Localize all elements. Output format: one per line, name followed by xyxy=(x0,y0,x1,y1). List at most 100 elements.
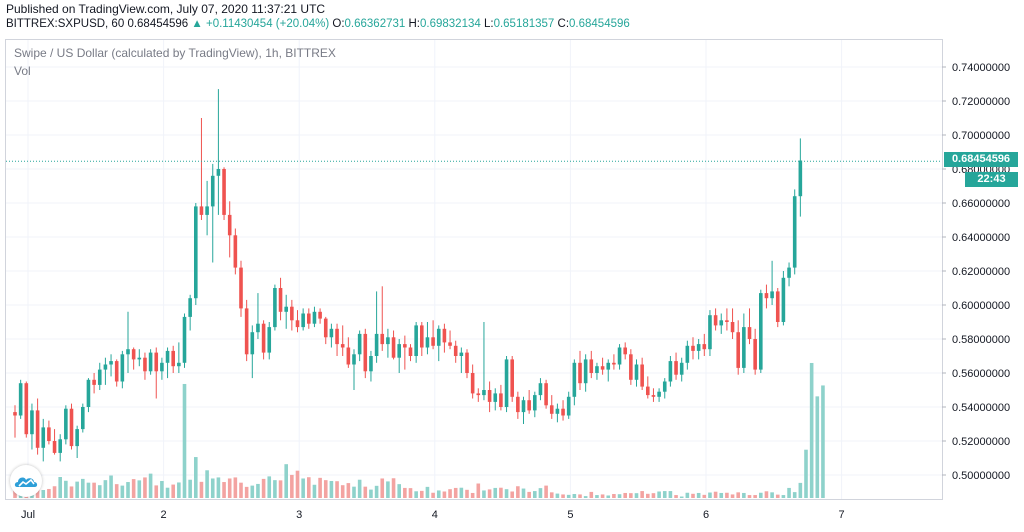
volume-bar xyxy=(64,480,68,498)
volume-bar xyxy=(674,495,678,498)
candle-body xyxy=(188,298,192,317)
volume-bar xyxy=(623,492,627,498)
candle-body xyxy=(470,373,475,394)
candle-body xyxy=(646,386,650,396)
candle-body xyxy=(431,337,435,346)
volume-bar xyxy=(646,493,650,498)
volume-bar xyxy=(386,481,390,498)
volume-bar xyxy=(555,493,560,498)
volume-bar xyxy=(572,494,577,498)
published-line: Published on TradingView.com, July 07, 2… xyxy=(6,2,326,16)
volume-bar xyxy=(154,485,159,498)
volume-bar xyxy=(578,494,582,498)
tradingview-logo[interactable] xyxy=(10,465,42,497)
candle-body xyxy=(143,357,147,372)
candle-body xyxy=(725,320,729,322)
candle-body xyxy=(629,354,633,380)
candle-body xyxy=(770,291,774,299)
volume-bar xyxy=(634,493,639,498)
candle-body xyxy=(606,362,611,370)
x-tick-label: 6 xyxy=(703,509,709,521)
volume-bar xyxy=(516,486,520,498)
volume-bar xyxy=(323,480,328,498)
candle-body xyxy=(239,267,243,309)
y-tick-label: 0.66000000 xyxy=(952,198,1010,210)
volume-bar xyxy=(696,492,701,498)
volume-bar xyxy=(431,492,435,498)
volume-bar xyxy=(81,478,85,498)
candle-body xyxy=(617,347,622,365)
candle-body xyxy=(691,345,695,351)
low-value: 0.65181357 xyxy=(493,18,555,30)
y-tick-label: 0.58000000 xyxy=(952,334,1010,346)
candle-body xyxy=(533,395,537,411)
candle-body xyxy=(482,390,486,396)
x-tick-label: 7 xyxy=(839,509,845,521)
candle-body xyxy=(516,396,520,413)
volume-bar xyxy=(103,480,108,498)
volume-bar xyxy=(815,396,820,498)
symbol-info-line: BITTREX:SXPUSD, 60 0.68454596 ▲ +0.11430… xyxy=(6,18,630,30)
candle-body xyxy=(696,344,701,351)
volume-bar xyxy=(691,493,695,498)
candle-body xyxy=(736,332,740,368)
volume-bar xyxy=(352,486,356,498)
candle-body xyxy=(651,395,656,397)
volume-bar xyxy=(708,492,712,498)
candle-body xyxy=(312,311,317,324)
candle-body xyxy=(679,362,684,375)
volume-bar xyxy=(753,495,757,498)
candle-body xyxy=(131,349,136,360)
candle-body xyxy=(329,328,334,338)
candle-body xyxy=(595,366,599,373)
volume-bar xyxy=(442,491,447,498)
volume-bar xyxy=(233,477,238,498)
candle-body xyxy=(730,322,735,333)
volume-bar xyxy=(335,481,339,498)
candle-body xyxy=(775,291,780,322)
candle-body xyxy=(267,327,272,353)
y-tick-label: 0.70000000 xyxy=(952,130,1010,142)
volume-bar xyxy=(47,488,51,498)
volume-bar xyxy=(662,491,667,498)
candle-body xyxy=(154,352,159,372)
volume-bar xyxy=(821,385,825,498)
candle-body xyxy=(764,293,769,299)
candle-body xyxy=(363,333,368,372)
volume-bar xyxy=(307,477,311,498)
candle-body xyxy=(612,362,616,365)
volume-legend: Vol xyxy=(14,64,31,78)
candle-body xyxy=(13,412,17,416)
x-tick-label: 2 xyxy=(161,509,167,521)
volume-bar xyxy=(487,489,492,498)
candle-body xyxy=(662,381,667,392)
price-change: ▲ +0.11430454 (+20.04%) xyxy=(191,18,330,30)
volume-bar xyxy=(357,479,362,498)
volume-bar xyxy=(256,483,260,498)
candle-body xyxy=(137,357,142,360)
candle-body xyxy=(222,169,226,215)
volume-bar xyxy=(284,464,288,498)
volume-bar xyxy=(549,492,554,498)
volume-bar xyxy=(566,494,571,498)
volume-bar xyxy=(273,480,277,498)
candle-body xyxy=(64,408,68,440)
candle-body xyxy=(555,408,560,414)
volume-bar xyxy=(804,449,808,498)
volume-bar xyxy=(182,383,187,498)
volume-bar xyxy=(770,492,774,498)
y-tick-label: 0.50000000 xyxy=(952,470,1010,482)
volume-bar xyxy=(764,491,769,498)
candle-body xyxy=(420,325,424,348)
volume-bar xyxy=(742,492,746,498)
volume-bar xyxy=(453,487,458,498)
volume-bar xyxy=(606,495,611,498)
candle-body xyxy=(75,429,79,447)
candle-body xyxy=(589,359,594,373)
volume-bar xyxy=(239,482,243,498)
candle-body xyxy=(114,361,119,382)
candle-body xyxy=(583,359,588,384)
chart-legend-title: Swipe / US Dollar (calculated by Trading… xyxy=(14,46,336,60)
volume-bar xyxy=(499,487,503,498)
